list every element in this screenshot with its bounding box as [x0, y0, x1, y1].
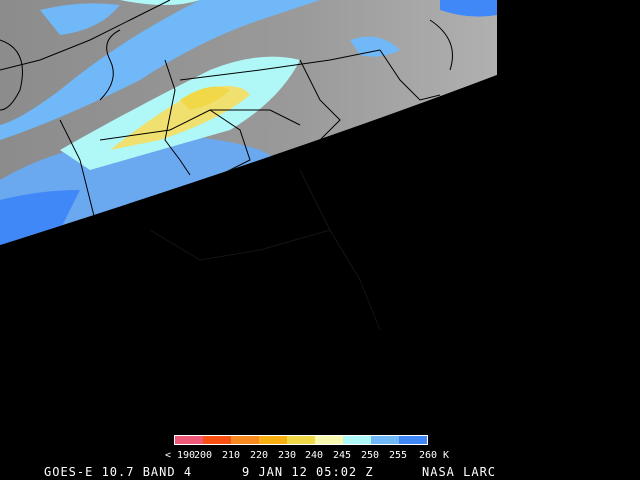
tick-label: 255: [388, 450, 408, 461]
tick-label: < 190: [164, 450, 196, 461]
tick-label: 245: [332, 450, 352, 461]
image-datetime: 9 JAN 12 05:02 Z: [242, 465, 374, 479]
tick-label: 260 K: [418, 450, 450, 461]
tick-label: 200: [193, 450, 213, 461]
color-swatch: [203, 436, 231, 444]
color-swatch: [371, 436, 399, 444]
color-swatch: [259, 436, 287, 444]
colorbar-ticks: < 190 200 210 220 230 240 245 250 255 26…: [0, 450, 640, 462]
credit-label: NASA LARC: [422, 465, 497, 479]
tick-label: 230: [277, 450, 297, 461]
color-swatch: [175, 436, 203, 444]
color-swatch: [287, 436, 315, 444]
color-swatch: [315, 436, 343, 444]
temperature-colorbar: [174, 435, 428, 445]
color-swatch: [399, 436, 427, 444]
night-side-borders: [149, 169, 381, 331]
tick-label: 240: [304, 450, 324, 461]
satellite-band-label: GOES-E 10.7 BAND 4: [44, 465, 193, 479]
tick-label: 210: [221, 450, 241, 461]
state-borders: [0, 0, 453, 221]
tick-label: 250: [360, 450, 380, 461]
color-swatch: [231, 436, 259, 444]
color-swatch: [343, 436, 371, 444]
tick-label: 220: [249, 450, 269, 461]
